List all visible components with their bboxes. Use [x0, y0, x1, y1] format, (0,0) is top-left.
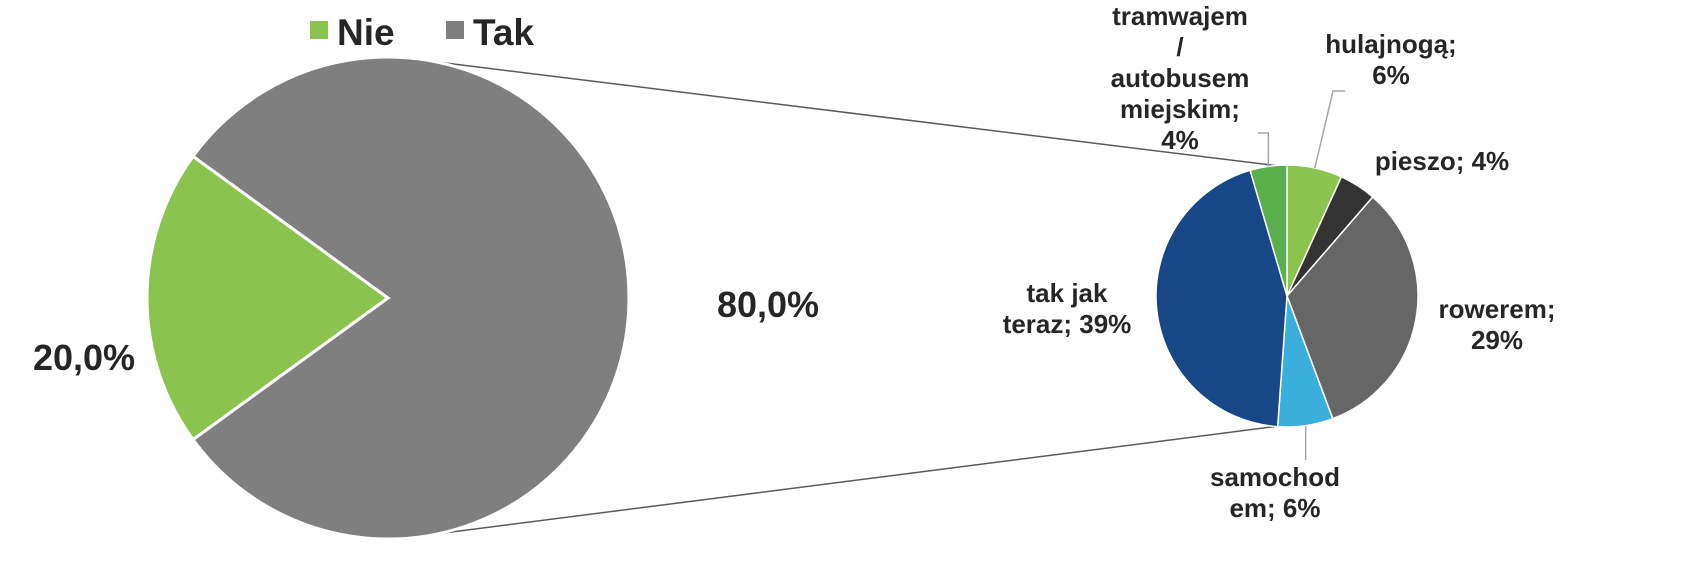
connector-lines	[404, 57, 1288, 539]
data-label-line: em; 6%	[1229, 493, 1320, 523]
secondary-pie	[1155, 164, 1419, 428]
data-label-line: rowerem;	[1438, 294, 1555, 324]
data-label-line: pieszo; 4%	[1375, 146, 1509, 176]
legend-label-nie: Nie	[337, 12, 395, 53]
data-label-pieszo: pieszo; 4%	[1375, 146, 1509, 176]
data-label-samochodem: samochod em; 6%	[1210, 462, 1340, 523]
sub-slice-rowerem	[1286, 195, 1419, 420]
data-label-line: 4%	[1161, 125, 1199, 155]
data-label-tak: tak jak teraz; 39%	[1003, 278, 1132, 339]
data-label-rowerem: rowerem; 29%	[1438, 294, 1555, 355]
leader-line-hulajnoga	[1314, 90, 1345, 169]
main-slice-nie	[145, 154, 391, 442]
main-slice-tak	[190, 55, 631, 541]
data-label-line: hulajnogą;	[1325, 29, 1456, 59]
legend-swatch-nie	[310, 21, 328, 39]
leader-line-tramwajem	[1258, 132, 1270, 167]
data-label-line: miejskim;	[1120, 94, 1240, 124]
data-label-tramwajem: tramwajem / autobusem miejskim; 4%	[1111, 1, 1250, 155]
data-label-tak: 80,0%	[717, 284, 819, 325]
main-pie	[145, 55, 631, 541]
data-label-line: samochod	[1210, 462, 1340, 492]
connector-line-top	[404, 57, 1288, 168]
data-label-hulajnogą: hulajnogą; 6%	[1325, 29, 1456, 90]
legend-swatch-tak	[446, 21, 464, 39]
data-label-line: tak jak	[1027, 278, 1108, 308]
data-label-line: teraz; 39%	[1003, 309, 1132, 339]
connector-line-bottom	[404, 424, 1288, 539]
secondary-pie-labels: hulajnogą; 6% pieszo; 4% rowerem; 29% samocho…	[1003, 1, 1556, 523]
data-label-line: 6%	[1372, 60, 1410, 90]
leader-lines	[1258, 90, 1345, 460]
legend-label-tak: Tak	[473, 12, 534, 53]
data-label-line: /	[1176, 32, 1183, 62]
data-label-nie: 20,0%	[33, 337, 135, 378]
sub-slice-tramwajem-autobusem-miejskim	[1249, 164, 1288, 297]
data-label-line: autobusem	[1111, 63, 1250, 93]
main-pie-labels: 20,0% 80,0%	[33, 284, 819, 378]
data-label-line: tramwajem	[1112, 1, 1248, 31]
sub-slice-tak-jak-teraz	[1155, 169, 1288, 428]
legend: Nie Tak	[310, 12, 534, 53]
data-label-line: 29%	[1471, 325, 1523, 355]
